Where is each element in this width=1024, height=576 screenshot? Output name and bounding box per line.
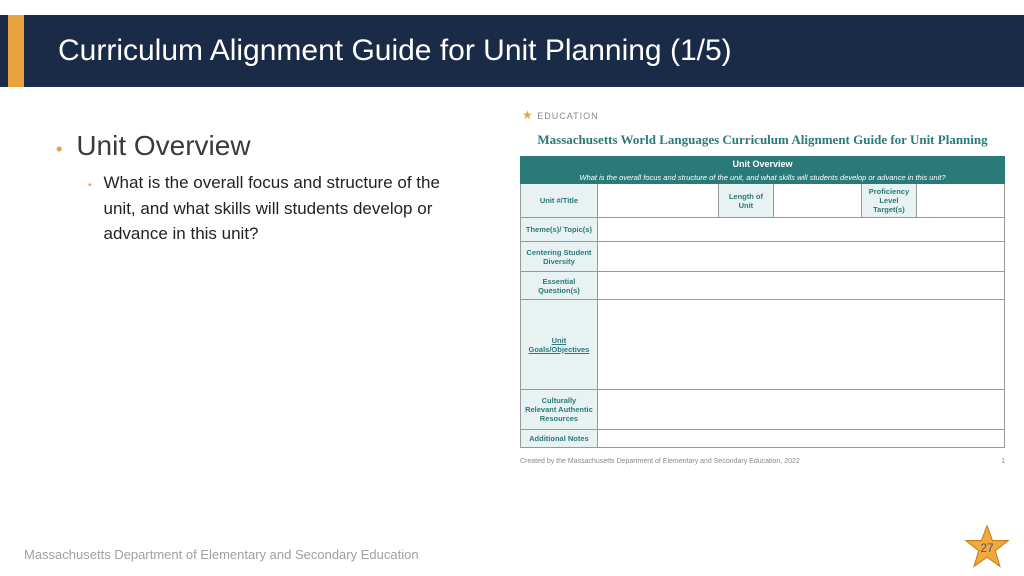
bullet-sub-text: What is the overall focus and structure … (104, 170, 456, 247)
accent-bar (8, 15, 24, 87)
bullet-sub: • What is the overall focus and structur… (88, 170, 456, 247)
star-icon: ★ (522, 108, 534, 122)
row-label-diversity: Centering Student Diversity (521, 242, 598, 272)
cell-blank (773, 184, 861, 218)
bullet-main-text: Unit Overview (76, 130, 250, 162)
cell-blank (597, 390, 1004, 430)
cell-blank (597, 272, 1004, 300)
page-number-star: 27 (964, 524, 1010, 570)
cell-blank (597, 218, 1004, 242)
doc-logo: ★ EDUCATION (522, 108, 1005, 122)
cell-blank (597, 242, 1004, 272)
doc-title: Massachusetts World Languages Curriculum… (520, 132, 1005, 148)
row-label-theme: Theme(s)/ Topic(s) (521, 218, 598, 242)
cell-blank (597, 300, 1004, 390)
row-label-unit-title: Unit #/Title (521, 184, 598, 218)
bullet-dot-icon: • (56, 140, 62, 158)
bullet-dot-icon: • (88, 180, 92, 191)
cell-blank (597, 430, 1004, 448)
page-number: 27 (980, 541, 993, 555)
doc-footer: Created by the Massachusetts Department … (520, 458, 1005, 465)
slide-footer: Massachusetts Department of Elementary a… (24, 547, 419, 562)
row-label-proficiency: Proficiency Level Target(s) (861, 184, 916, 218)
title-bar: Curriculum Alignment Guide for Unit Plan… (0, 15, 1024, 87)
doc-footer-pagenum: 1 (1001, 458, 1005, 465)
row-label-resources: Culturally Relevant Authentic Resources (521, 390, 598, 430)
unit-overview-table: Unit Overview What is the overall focus … (520, 156, 1005, 448)
row-label-length: Length of Unit (718, 184, 773, 218)
document-preview: ★ EDUCATION Massachusetts World Language… (520, 108, 1005, 498)
row-label-notes: Additional Notes (521, 430, 598, 448)
content-left: • Unit Overview • What is the overall fo… (56, 130, 456, 247)
table-header: Unit Overview (521, 157, 1005, 172)
doc-logo-text: EDUCATION (537, 111, 598, 121)
table-subheader: What is the overall focus and structure … (521, 172, 1005, 184)
slide-title: Curriculum Alignment Guide for Unit Plan… (58, 34, 732, 68)
cell-blank (597, 184, 718, 218)
row-label-essential: Essential Question(s) (521, 272, 598, 300)
doc-footer-left: Created by the Massachusetts Department … (520, 458, 800, 465)
row-label-goals: Unit Goals/Objectives (521, 300, 598, 390)
bullet-main: • Unit Overview (56, 130, 456, 162)
cell-blank (916, 184, 1004, 218)
